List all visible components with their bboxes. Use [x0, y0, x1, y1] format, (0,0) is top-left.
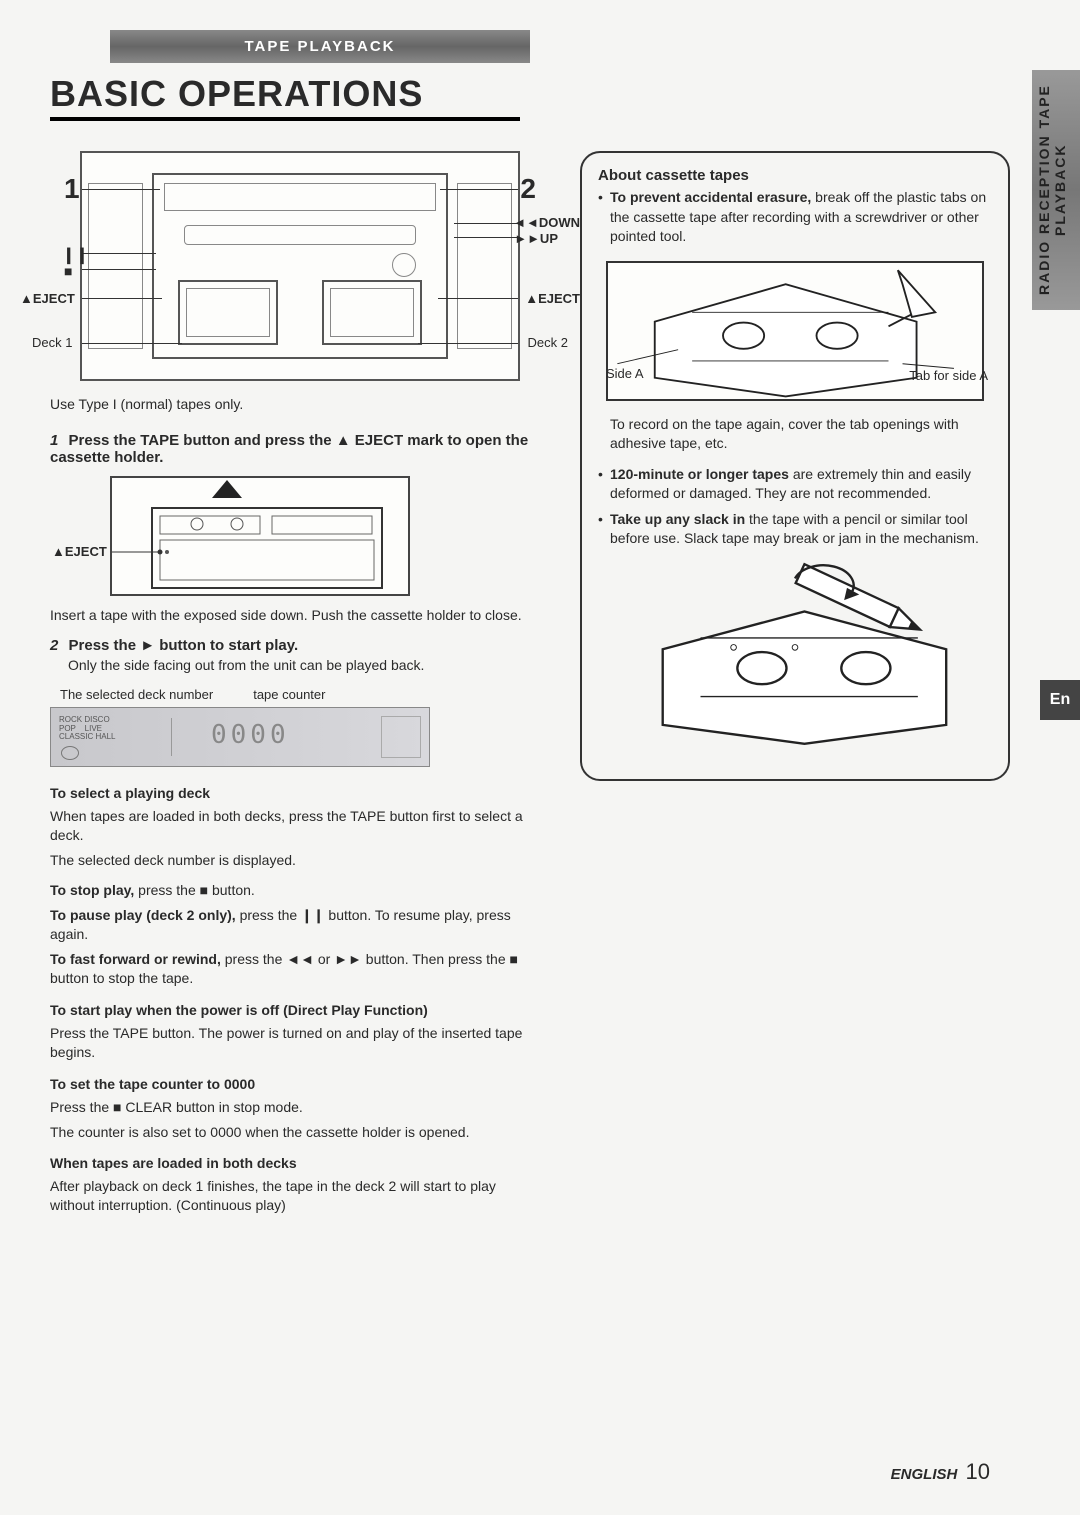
step-1-text: Press the TAPE button and press the ▲ EJ… — [50, 432, 528, 466]
type-note: Use Type I (normal) tapes only. — [50, 396, 540, 412]
about-bullet-1: To prevent accidental erasure, break off… — [598, 188, 992, 247]
section-tab: TAPE PLAYBACK — [110, 30, 530, 63]
about-cassette-box: About cassette tapes To prevent accident… — [580, 151, 1010, 781]
select-deck-hdr: To select a playing deck — [50, 785, 540, 801]
eject-left-label: ▲EJECT — [20, 291, 75, 306]
side-section-tab: RADIO RECEPTION TAPE PLAYBACK — [1032, 70, 1080, 310]
select-deck-p2: The selected deck number is displayed. — [50, 851, 540, 870]
direct-play-hdr: To start play when the power is off (Dir… — [50, 1002, 540, 1018]
step-2-header: 2 Press the ► button to start play. — [50, 637, 540, 654]
label-up: ►►UP — [514, 231, 558, 246]
about-bullet-2: 120-minute or longer tapes are extremely… — [598, 465, 992, 504]
ffrw-label: To fast forward or rewind, — [50, 951, 221, 967]
pause-icon: ❙❙ — [62, 245, 89, 265]
counter-p1: Press the ■ CLEAR button in stop mode. — [50, 1098, 540, 1117]
counter-hdr: To set the tape counter to 0000 — [50, 1076, 540, 1092]
callout-1: 1 — [64, 173, 80, 205]
pencil-diagram — [606, 559, 984, 749]
stop-play-label: To stop play, — [50, 882, 134, 898]
display-label-right: tape counter — [253, 687, 325, 702]
rerecord-text: To record on the tape again, cover the t… — [598, 415, 992, 453]
deck2-label: Deck 2 — [528, 335, 568, 350]
deck1-label: Deck 1 — [32, 335, 72, 350]
step-1-header: 1 Press the TAPE button and press the ▲ … — [50, 432, 540, 466]
step-1-num: 1 — [50, 432, 58, 449]
tab-a-label: Tab for side A — [909, 368, 988, 383]
cassette-tab-diagram: Side A Tab for side A — [606, 261, 984, 401]
stereo-diagram: 1 2 ◄◄DOWN ►►UP ❙❙ ■ ▲EJECT ▲EJECT Deck … — [80, 151, 520, 381]
lcd-display: ROCK DISCO POP LIVE CLASSIC HALL 0000 — [50, 707, 430, 767]
about-b1-bold: To prevent accidental erasure, — [610, 189, 811, 205]
right-column: About cassette tapes To prevent accident… — [580, 151, 1010, 1227]
eject-label: ▲EJECT — [52, 544, 107, 559]
direct-play-text: Press the TAPE button. The power is turn… — [50, 1024, 540, 1062]
stop-icon: ■ — [64, 263, 72, 279]
about-b2-bold: 120-minute or longer tapes — [610, 466, 789, 482]
eject-diagram: ▲EJECT — [110, 476, 410, 596]
step-2-text: Press the ► button to start play. — [69, 637, 299, 654]
about-bullet-3: Take up any slack in the tape with a pen… — [598, 510, 992, 549]
step-2-num: 2 — [50, 637, 58, 654]
footer-language: ENGLISH — [891, 1466, 958, 1483]
page-title: BASIC OPERATIONS — [50, 73, 520, 121]
both-decks-hdr: When tapes are loaded in both decks — [50, 1155, 540, 1171]
step-1-after: Insert a tape with the exposed side down… — [50, 606, 540, 625]
pause-play-label: To pause play (deck 2 only), — [50, 907, 236, 923]
label-down: ◄◄DOWN — [513, 215, 580, 230]
about-b3-bold: Take up any slack in — [610, 511, 745, 527]
footer-page-number: 10 — [966, 1459, 990, 1484]
callout-2: 2 — [520, 173, 536, 205]
language-tab: En — [1040, 680, 1080, 720]
left-column: 1 2 ◄◄DOWN ►►UP ❙❙ ■ ▲EJECT ▲EJECT Deck … — [50, 151, 540, 1227]
step-2-sub: Only the side facing out from the unit c… — [68, 656, 540, 675]
eject-right-label: ▲EJECT — [525, 291, 580, 306]
about-hdr: About cassette tapes — [598, 167, 992, 184]
side-a-label: Side A — [606, 366, 644, 381]
both-decks-text: After playback on deck 1 finishes, the t… — [50, 1177, 540, 1215]
page-footer: ENGLISH 10 — [891, 1459, 990, 1485]
counter-p2: The counter is also set to 0000 when the… — [50, 1123, 540, 1142]
display-modes: ROCK DISCO POP LIVE CLASSIC HALL — [59, 716, 115, 742]
select-deck-p1: When tapes are loaded in both decks, pre… — [50, 807, 540, 845]
display-counter: 0000 — [211, 720, 290, 750]
display-label-left: The selected deck number — [60, 687, 213, 702]
